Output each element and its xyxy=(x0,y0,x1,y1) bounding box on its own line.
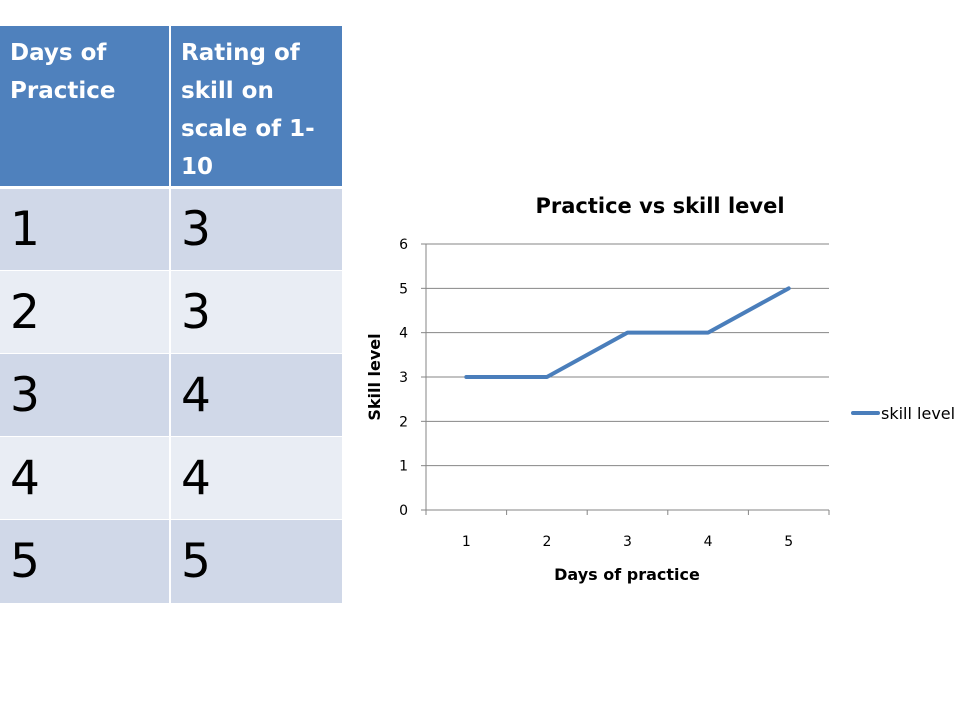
table-row: 4 4 xyxy=(0,436,342,520)
table-row: 2 3 xyxy=(0,270,342,354)
table-cell-rating: 3 xyxy=(170,270,342,354)
y-tick-labels: 0 1 2 3 4 5 6 xyxy=(399,237,408,519)
table-header-row: Days of Practice Rating of skill on scal… xyxy=(0,26,342,189)
x-tick-label: 2 xyxy=(542,534,551,550)
data-table: Days of Practice Rating of skill on scal… xyxy=(0,26,342,603)
column-header-rating: Rating of skill on scale of 1-10 xyxy=(170,26,342,189)
table-row: 5 5 xyxy=(0,519,342,603)
x-tick-label: 5 xyxy=(784,534,793,550)
gridlines xyxy=(426,243,829,467)
y-axis-label: Skill level xyxy=(365,333,384,420)
table-cell-days: 2 xyxy=(0,270,171,354)
x-tick-label: 1 xyxy=(462,534,471,550)
table-cell-rating: 3 xyxy=(170,187,342,271)
legend: skill level xyxy=(851,404,955,423)
table-cell-rating: 4 xyxy=(170,436,342,520)
y-tick-label: 0 xyxy=(399,503,408,519)
y-tick-label: 5 xyxy=(399,281,408,297)
x-axis-label: Days of practice xyxy=(554,565,700,584)
table-cell-days: 4 xyxy=(0,436,171,520)
y-tick-label: 1 xyxy=(399,459,408,475)
table-cell-rating: 5 xyxy=(170,519,342,603)
table-row: 3 4 xyxy=(0,353,342,437)
legend-label: skill level xyxy=(881,404,955,423)
x-tick-label: 4 xyxy=(704,534,713,550)
table-row: 1 3 xyxy=(0,187,342,271)
x-tick-labels: 1 2 3 4 5 xyxy=(462,534,793,550)
chart-title: Practice vs skill level xyxy=(535,194,784,218)
y-tick-label: 6 xyxy=(399,237,408,253)
table-cell-days: 3 xyxy=(0,353,171,437)
x-tick-label: 3 xyxy=(623,534,632,550)
y-tick-label: 2 xyxy=(399,414,408,430)
table-cell-days: 1 xyxy=(0,187,171,271)
y-tick-label: 4 xyxy=(399,326,408,342)
column-header-days: Days of Practice xyxy=(0,26,171,189)
series-layer xyxy=(464,286,791,379)
line-chart: Practice vs skill level 0 1 2 3 4 5 6 1 2 3 4 5 Da… xyxy=(365,194,955,584)
table-cell-rating: 4 xyxy=(170,353,342,437)
table-cell-days: 5 xyxy=(0,519,171,603)
axes xyxy=(421,243,830,515)
y-tick-label: 3 xyxy=(399,370,408,386)
